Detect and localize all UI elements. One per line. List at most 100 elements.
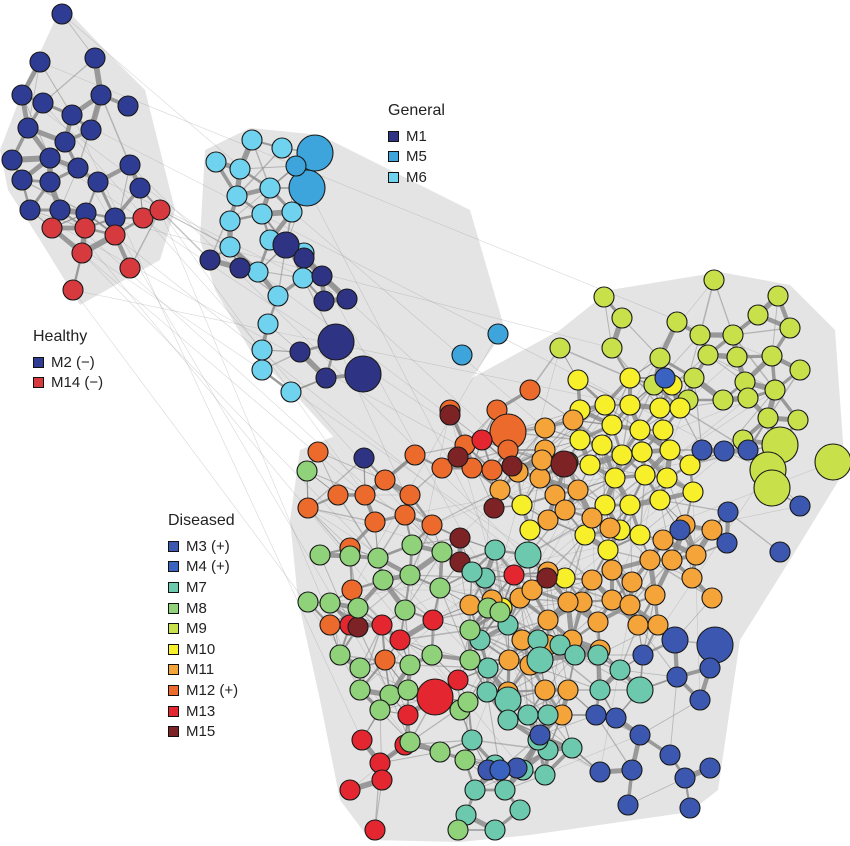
node-m3 xyxy=(769,541,791,563)
legend-swatch xyxy=(388,151,399,163)
node-m9 xyxy=(779,317,801,339)
node-m14 xyxy=(149,199,171,221)
node-m14 xyxy=(119,257,141,279)
node-m14 xyxy=(71,242,93,264)
edge xyxy=(337,494,379,559)
node-m6 xyxy=(247,261,269,283)
node-m15 xyxy=(501,455,523,477)
node-m9 xyxy=(787,409,809,431)
node-m7 xyxy=(477,657,499,679)
node-m13 xyxy=(503,564,525,586)
node-m13 xyxy=(471,429,493,451)
edge xyxy=(100,94,131,166)
legend-healthy: Healthy M2 (−) M14 (−) xyxy=(33,328,103,393)
node-m13 xyxy=(416,678,454,716)
edge xyxy=(693,377,703,451)
legend-label: M15 xyxy=(186,723,216,741)
node-m12 xyxy=(364,511,386,533)
node-m3 xyxy=(666,666,688,688)
legend-item-m7: M7 xyxy=(168,577,238,598)
node-m11 xyxy=(685,544,707,566)
node-m3 xyxy=(632,644,654,666)
node-m8 xyxy=(489,601,511,623)
node-m12 xyxy=(404,444,426,466)
node-m2 xyxy=(1,149,23,171)
edge xyxy=(659,499,729,513)
node-m3 xyxy=(669,519,691,541)
node-m9 xyxy=(649,347,671,369)
node-m7 xyxy=(509,799,531,821)
node-m3 xyxy=(605,707,627,729)
node-m7 xyxy=(494,779,516,801)
node-m12 xyxy=(307,441,329,463)
node-m6 xyxy=(241,129,263,151)
node-m1 xyxy=(344,355,382,393)
legend-swatch xyxy=(33,377,44,389)
node-m2 xyxy=(11,84,33,106)
node-m15 xyxy=(439,404,461,426)
node-m10 xyxy=(652,419,674,441)
node-m11 xyxy=(619,594,641,616)
node-m2 xyxy=(129,177,151,199)
node-m1 xyxy=(199,249,221,271)
node-m7 xyxy=(589,679,611,701)
node-m1 xyxy=(315,367,337,389)
node-m6 xyxy=(251,359,273,381)
node-m10 xyxy=(597,539,619,561)
node-m10 xyxy=(594,394,616,416)
node-m8 xyxy=(429,577,451,599)
node-m10 xyxy=(619,394,641,416)
legend-label: M4 (+) xyxy=(186,558,230,576)
node-m12 xyxy=(421,514,443,536)
node-m7 xyxy=(609,659,631,681)
node-m11 xyxy=(701,587,723,609)
legend-label: M5 xyxy=(406,148,427,166)
node-m13 xyxy=(371,614,393,636)
node-m1 xyxy=(313,290,335,312)
node-m15 xyxy=(550,450,578,478)
node-m14 xyxy=(41,217,63,239)
legend-item-m2: M2 (−) xyxy=(33,352,103,373)
node-m9 xyxy=(767,285,789,307)
node-m8 xyxy=(319,592,341,614)
node-m7 xyxy=(587,644,609,666)
node-m3 xyxy=(529,724,551,746)
node-m13 xyxy=(339,779,361,801)
node-m8 xyxy=(459,649,481,671)
node-m11 xyxy=(534,679,556,701)
node-m3 xyxy=(696,626,734,664)
legend-item-m4: M4 (+) xyxy=(168,557,238,578)
node-m6 xyxy=(219,210,241,232)
edge xyxy=(637,624,678,678)
node-m3 xyxy=(699,757,721,779)
node-m7 xyxy=(476,681,498,703)
legend-label: M10 xyxy=(186,640,216,658)
legend-swatch xyxy=(168,643,179,655)
legend-item-m15: M15 xyxy=(168,721,238,742)
node-m1 xyxy=(293,247,315,269)
node-m8 xyxy=(399,731,421,753)
node-m6 xyxy=(292,267,314,289)
node-m9 xyxy=(726,346,748,368)
legend-label: M1 xyxy=(406,127,427,145)
node-m8 xyxy=(421,644,443,666)
node-m6 xyxy=(251,339,273,361)
node-m10 xyxy=(682,481,704,503)
node-m2 xyxy=(32,92,54,114)
node-m9 xyxy=(737,387,759,409)
node-m3 xyxy=(621,759,643,781)
node-m9 xyxy=(683,367,705,389)
node-m10 xyxy=(569,429,591,451)
edge xyxy=(649,559,713,599)
node-m2 xyxy=(39,171,61,193)
edge xyxy=(129,209,161,269)
node-m9 xyxy=(789,359,811,381)
legend-item-m6: M6 xyxy=(388,167,445,188)
node-m10 xyxy=(649,489,671,511)
node-m6 xyxy=(205,151,227,173)
node-m1 xyxy=(353,447,375,469)
node-m7 xyxy=(494,686,522,714)
node-m11 xyxy=(601,589,623,611)
node-m10 xyxy=(631,441,653,463)
node-m13 xyxy=(397,704,419,726)
